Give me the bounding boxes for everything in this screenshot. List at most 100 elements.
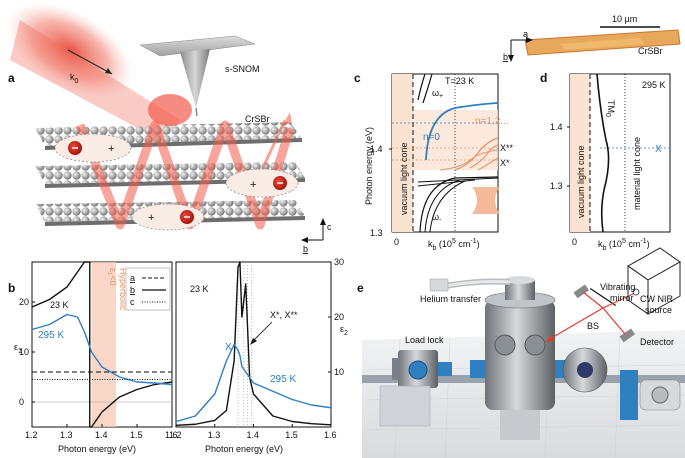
temp-label-c: T=23 K bbox=[445, 76, 474, 86]
svg-text:b: b bbox=[503, 52, 508, 62]
tm0-branch bbox=[596, 73, 610, 233]
crystal-label: CrSBr bbox=[245, 114, 270, 124]
optics bbox=[545, 247, 681, 343]
omega-plus-label: ω+ bbox=[432, 88, 443, 100]
side-chamber bbox=[562, 347, 681, 420]
series-1 bbox=[31, 313, 173, 386]
svg-text:+: + bbox=[148, 212, 154, 224]
detector-icon bbox=[619, 328, 636, 343]
scale-label: 10 µm bbox=[612, 14, 637, 24]
svg-text:1.3: 1.3 bbox=[550, 181, 563, 191]
y-tick-label: 20 bbox=[19, 297, 29, 307]
temp-low-label-br: 23 K bbox=[190, 284, 209, 294]
panel-label-a: a bbox=[8, 71, 15, 85]
svg-text:0: 0 bbox=[394, 237, 399, 247]
n-higher-label: n=1,2... bbox=[475, 116, 509, 127]
crystal-inset: 10 µm CrSBr a b bbox=[503, 14, 681, 62]
svg-text:+: + bbox=[108, 143, 114, 155]
detector-label: Detector bbox=[640, 337, 674, 347]
svg-text:a: a bbox=[523, 29, 528, 39]
x-tick-label: 1.3 bbox=[60, 430, 73, 440]
light-cone-shade-c bbox=[392, 74, 413, 232]
x-axis-label-bl: Photon energy (eV) bbox=[58, 444, 136, 454]
temp-high-label-br: 295 K bbox=[270, 374, 296, 385]
x-star-label: X*, X** bbox=[270, 310, 298, 320]
y-axis-label-c: Photon energy (eV) bbox=[364, 127, 374, 205]
panel-c: c T=23 K ω+ ω- n=0 n=1,2... X** X* vac bbox=[354, 71, 514, 252]
x-tick-label: 1.5 bbox=[130, 430, 143, 440]
hyperboloid-icon bbox=[472, 187, 500, 214]
axes-cb: c b bbox=[301, 218, 332, 254]
incident-beam bbox=[6, 1, 192, 140]
legend-c: c bbox=[130, 297, 135, 307]
light-cone-shade-d bbox=[570, 74, 590, 232]
hyperbolic-label-2: ε1<0 bbox=[106, 268, 118, 286]
y-tick-label: 10 bbox=[334, 367, 344, 377]
material-cone-label: material light cone bbox=[632, 137, 642, 210]
helium-label: Helium transfer bbox=[420, 294, 481, 304]
load-lock-label: Load lock bbox=[405, 335, 444, 345]
x-tick-label: 1.6 bbox=[165, 430, 178, 440]
exciton-3: + bbox=[131, 203, 205, 231]
x-tick-label: 1.2 bbox=[25, 430, 38, 440]
bs-label: BS bbox=[587, 321, 599, 331]
x-tick-label: 1.5 bbox=[285, 430, 298, 440]
exciton-label-d: X bbox=[655, 144, 662, 155]
vacuum-cone-label-c: vacuum light cone bbox=[399, 142, 409, 215]
x-double-label: X** bbox=[500, 143, 514, 153]
y-tick-label: 0 bbox=[19, 397, 24, 407]
x-tick-label: 1.2 bbox=[169, 430, 182, 440]
k0-arrow bbox=[67, 49, 113, 75]
snom-tip bbox=[139, 35, 256, 117]
k0-arrowhead bbox=[105, 68, 112, 74]
mirror-label-2: mirror bbox=[610, 293, 634, 303]
series-0 bbox=[175, 261, 332, 427]
hyperbolic-label-1: Hyperbolic bbox=[118, 268, 128, 311]
series-1 bbox=[175, 343, 332, 423]
y-axis-label-br: ε2 bbox=[340, 324, 348, 337]
svg-text:b: b bbox=[8, 281, 15, 295]
svg-text:1.4: 1.4 bbox=[550, 122, 563, 132]
legend-b: b bbox=[130, 285, 135, 295]
svg-text:0: 0 bbox=[572, 237, 577, 247]
temp-label-d: 295 K bbox=[642, 80, 666, 90]
svg-text:d: d bbox=[540, 71, 547, 85]
temp-low-label-bl: 23 K bbox=[50, 300, 69, 310]
source-label-1: CW NIR bbox=[640, 294, 673, 304]
vibrating-mirror-icon bbox=[573, 284, 590, 299]
svg-text:1.4: 1.4 bbox=[370, 144, 383, 154]
svg-text:e: e bbox=[357, 281, 364, 295]
panel-a: a k0 s-SNOM CrSBr bbox=[6, 1, 332, 254]
omega-minus-label: ω- bbox=[432, 212, 442, 224]
x-tick-label: 1.3 bbox=[208, 430, 221, 440]
beam-splitter-icon bbox=[589, 288, 617, 306]
hyperbolic-region bbox=[91, 262, 116, 427]
x-single-label: X* bbox=[500, 158, 510, 168]
x-axis-label-c: kb (105 cm-1) bbox=[428, 238, 480, 252]
polariton-shade-c bbox=[413, 110, 498, 170]
x-tick-label: 1.6 bbox=[324, 430, 337, 440]
panel-e: e Load lock bbox=[357, 247, 685, 458]
tm0-label: TM0 bbox=[604, 100, 616, 117]
k0-label: k0 bbox=[70, 72, 79, 85]
svg-text:c: c bbox=[327, 222, 332, 232]
panel-b-right: 1.2 1.3 1.4 1.5 1.6 10 20 30 23 K 295 K X X*, X… bbox=[169, 257, 348, 454]
source-label-2: source bbox=[645, 305, 672, 315]
snom-label: s-SNOM bbox=[225, 64, 260, 74]
y-tick-label: 30 bbox=[334, 257, 344, 267]
x-axis-label-d: kb (105 cm-1) bbox=[598, 238, 650, 252]
vacuum-cone-label-d: vacuum light cone bbox=[576, 145, 586, 218]
panel-b-left: b 1.2 1.3 1.4 1.5 1.6 0 10 20 23 K 295 K Hyperb… bbox=[8, 261, 178, 454]
helium-transfer bbox=[429, 278, 511, 292]
y-axis-label-bl: ε1 bbox=[14, 342, 22, 355]
panel-d: d 295 K TM0 X vacuum light cone material… bbox=[540, 71, 671, 252]
svg-text:c: c bbox=[354, 71, 361, 85]
series-0-upper bbox=[89, 381, 173, 428]
series-0-lower bbox=[31, 261, 90, 308]
n0-branch bbox=[425, 102, 499, 161]
n0-label: n=0 bbox=[423, 132, 440, 143]
mirror-label-1: Vibrating bbox=[600, 282, 635, 292]
temp-high-label-bl: 295 K bbox=[38, 330, 64, 341]
svg-text:b: b bbox=[303, 244, 308, 254]
